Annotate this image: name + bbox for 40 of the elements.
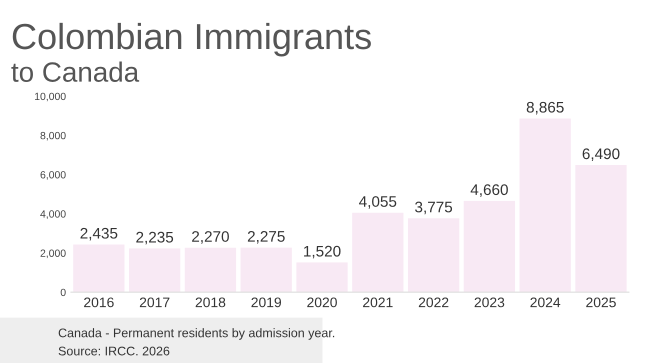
bar <box>408 218 460 292</box>
x-tick-label: 2016 <box>84 297 114 308</box>
chart-subtitle: to Canada <box>11 62 140 82</box>
x-tick-label: 2023 <box>474 297 504 308</box>
bar <box>73 244 125 292</box>
data-label: 2,275 <box>248 231 285 244</box>
data-label: 8,865 <box>526 102 564 114</box>
y-tick-label: 4,000 <box>40 210 66 219</box>
x-tick-label: 2022 <box>418 297 448 308</box>
bar <box>352 212 404 292</box>
bar <box>240 248 292 292</box>
y-tick-label: 10,000 <box>35 92 66 102</box>
data-label: 2,270 <box>192 231 229 244</box>
data-label: 3,775 <box>415 202 452 214</box>
bar <box>575 165 627 292</box>
bar <box>520 118 571 292</box>
y-tick-label: 2,000 <box>40 250 66 258</box>
data-label: 4,660 <box>470 184 508 197</box>
x-tick-label: 2020 <box>307 297 337 308</box>
text: Canada - Permanent residents by admission year. <box>58 328 334 340</box>
x-tick-label: 2025 <box>586 297 616 308</box>
data-label: 6,490 <box>582 148 620 162</box>
bar <box>184 248 236 292</box>
bar <box>296 262 348 292</box>
x-tick-label: 2017 <box>140 297 170 308</box>
x-tick-label: 2018 <box>196 297 226 308</box>
x-tick-label: 2019 <box>251 297 282 308</box>
source-note: Source: IRCC. 2026 <box>58 346 170 356</box>
x-tick-label: 2021 <box>363 297 393 308</box>
y-tick-label: 6,000 <box>40 171 66 180</box>
data-label: 2,435 <box>80 228 118 240</box>
data-label: 4,055 <box>359 196 396 209</box>
chart-title: Colombian Immigrants <box>12 22 371 56</box>
y-tick-label: 0 <box>60 288 66 296</box>
data-label: 1,520 <box>304 246 341 258</box>
y-tick-label: 8,000 <box>40 132 66 141</box>
data-label: 2,235 <box>136 232 174 244</box>
x-tick-label: 2024 <box>530 297 560 308</box>
bar <box>128 248 180 292</box>
bar <box>464 200 516 292</box>
